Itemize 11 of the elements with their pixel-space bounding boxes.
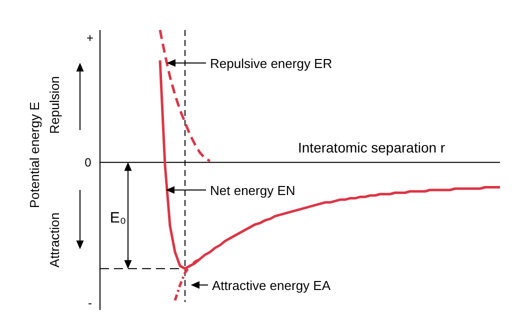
annotation: Net energy EN	[210, 183, 296, 198]
text: Repulsion	[47, 76, 62, 134]
text: +	[86, 31, 94, 45]
ref-line-label: E₀	[110, 210, 126, 227]
annotation: Repulsive energy ER	[210, 56, 332, 71]
text: Attraction	[47, 212, 62, 268]
annotation: Attractive energy EA	[212, 278, 331, 293]
y-axis-title: Potential energy E	[27, 102, 42, 208]
text: -	[88, 296, 92, 310]
text: 0	[84, 155, 92, 170]
x-axis-title: Interatomic separation r	[298, 139, 446, 156]
